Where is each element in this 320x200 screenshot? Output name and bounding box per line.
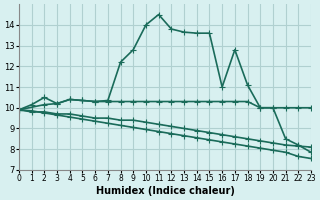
X-axis label: Humidex (Indice chaleur): Humidex (Indice chaleur) xyxy=(96,186,235,196)
